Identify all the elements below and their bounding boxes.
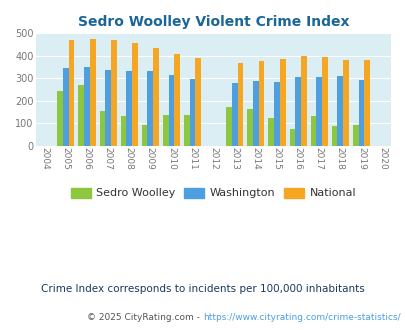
Bar xyxy=(105,70,111,146)
Bar xyxy=(141,125,147,146)
Bar xyxy=(352,125,358,146)
Bar xyxy=(363,60,369,146)
Bar xyxy=(63,68,68,146)
Bar xyxy=(358,80,363,146)
Bar xyxy=(231,83,237,146)
Bar xyxy=(189,79,195,146)
Bar xyxy=(195,58,200,146)
Bar xyxy=(162,115,168,146)
Bar xyxy=(84,67,90,146)
Bar xyxy=(147,71,153,146)
Bar xyxy=(258,61,264,146)
Bar xyxy=(132,43,137,146)
Legend: Sedro Woolley, Washington, National: Sedro Woolley, Washington, National xyxy=(66,183,360,203)
Bar xyxy=(315,77,321,146)
Bar xyxy=(300,56,306,146)
Text: https://www.cityrating.com/crime-statistics/: https://www.cityrating.com/crime-statist… xyxy=(202,313,400,322)
Bar xyxy=(78,84,84,146)
Bar xyxy=(168,75,174,146)
Bar xyxy=(294,77,300,146)
Bar xyxy=(247,109,252,146)
Bar xyxy=(226,107,231,146)
Bar xyxy=(153,48,158,146)
Bar xyxy=(310,116,315,146)
Bar xyxy=(279,59,285,146)
Text: © 2025 CityRating.com -: © 2025 CityRating.com - xyxy=(87,313,202,322)
Text: Crime Index corresponds to incidents per 100,000 inhabitants: Crime Index corresponds to incidents per… xyxy=(41,284,364,294)
Title: Sedro Woolley Violent Crime Index: Sedro Woolley Violent Crime Index xyxy=(78,15,349,29)
Bar xyxy=(57,91,63,146)
Bar xyxy=(126,71,132,146)
Bar xyxy=(289,129,294,146)
Bar xyxy=(273,82,279,146)
Bar xyxy=(90,39,95,146)
Bar xyxy=(99,112,105,146)
Bar xyxy=(321,57,327,146)
Bar xyxy=(337,76,342,146)
Bar xyxy=(268,118,273,146)
Bar xyxy=(237,63,243,146)
Bar xyxy=(68,40,74,146)
Bar xyxy=(120,116,126,146)
Bar xyxy=(252,81,258,146)
Bar xyxy=(342,60,348,146)
Bar xyxy=(183,115,189,146)
Bar xyxy=(174,54,179,146)
Bar xyxy=(331,126,337,146)
Bar xyxy=(111,40,116,146)
